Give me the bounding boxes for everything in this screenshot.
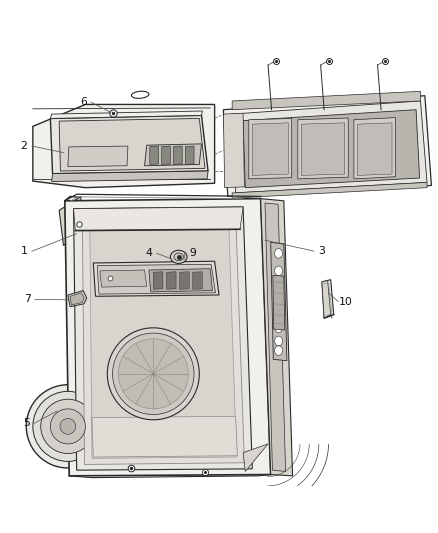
Polygon shape [322, 280, 331, 318]
Text: 10: 10 [339, 296, 353, 306]
Polygon shape [243, 444, 268, 472]
Circle shape [41, 399, 95, 454]
Ellipse shape [275, 266, 283, 276]
Polygon shape [68, 146, 128, 167]
Ellipse shape [275, 279, 283, 289]
Circle shape [107, 328, 199, 420]
Polygon shape [223, 96, 431, 197]
Polygon shape [59, 118, 205, 171]
Text: 3: 3 [318, 246, 325, 256]
Polygon shape [90, 219, 237, 458]
Circle shape [50, 409, 85, 444]
Polygon shape [74, 207, 252, 470]
Polygon shape [150, 146, 159, 165]
Polygon shape [357, 123, 392, 175]
Polygon shape [93, 261, 219, 296]
Polygon shape [265, 203, 286, 472]
Polygon shape [223, 113, 244, 188]
Ellipse shape [275, 346, 283, 356]
Text: 6: 6 [80, 97, 87, 107]
Polygon shape [252, 123, 288, 175]
Polygon shape [301, 123, 345, 175]
Polygon shape [100, 270, 147, 287]
Polygon shape [153, 272, 163, 289]
Polygon shape [185, 146, 194, 165]
Polygon shape [92, 416, 237, 457]
Polygon shape [273, 275, 285, 330]
Ellipse shape [275, 323, 283, 333]
Polygon shape [145, 144, 201, 166]
Text: 1: 1 [21, 246, 28, 256]
Polygon shape [249, 118, 292, 179]
Polygon shape [180, 272, 189, 289]
Ellipse shape [275, 305, 283, 315]
Polygon shape [70, 293, 84, 305]
Text: 9: 9 [189, 248, 196, 259]
Circle shape [118, 339, 188, 409]
Circle shape [60, 418, 76, 434]
Polygon shape [65, 201, 78, 245]
Polygon shape [52, 171, 208, 182]
Circle shape [33, 391, 103, 462]
Polygon shape [59, 197, 81, 246]
Ellipse shape [174, 253, 184, 261]
Ellipse shape [275, 292, 283, 302]
Polygon shape [173, 146, 182, 165]
Polygon shape [65, 199, 271, 476]
Polygon shape [149, 269, 212, 292]
Polygon shape [50, 111, 202, 118]
Ellipse shape [170, 251, 187, 263]
Ellipse shape [275, 248, 283, 258]
Polygon shape [232, 91, 420, 110]
Polygon shape [68, 290, 87, 307]
Polygon shape [50, 115, 208, 174]
Circle shape [113, 333, 194, 415]
Polygon shape [261, 199, 293, 476]
Polygon shape [82, 213, 244, 464]
Text: 2: 2 [21, 141, 28, 151]
Polygon shape [232, 101, 427, 193]
Polygon shape [322, 280, 334, 318]
Polygon shape [271, 243, 287, 361]
Ellipse shape [275, 336, 283, 346]
Polygon shape [74, 207, 243, 231]
Polygon shape [354, 118, 396, 179]
Polygon shape [193, 272, 202, 289]
Polygon shape [33, 104, 215, 188]
Polygon shape [94, 422, 110, 450]
Polygon shape [232, 182, 427, 198]
Polygon shape [243, 110, 420, 188]
Circle shape [26, 385, 110, 468]
Polygon shape [298, 118, 348, 179]
Polygon shape [97, 264, 215, 294]
Text: 4: 4 [145, 248, 152, 259]
Text: 7: 7 [24, 294, 31, 304]
Polygon shape [166, 272, 176, 289]
Polygon shape [162, 146, 170, 165]
Text: 5: 5 [23, 418, 30, 429]
Ellipse shape [131, 91, 149, 99]
